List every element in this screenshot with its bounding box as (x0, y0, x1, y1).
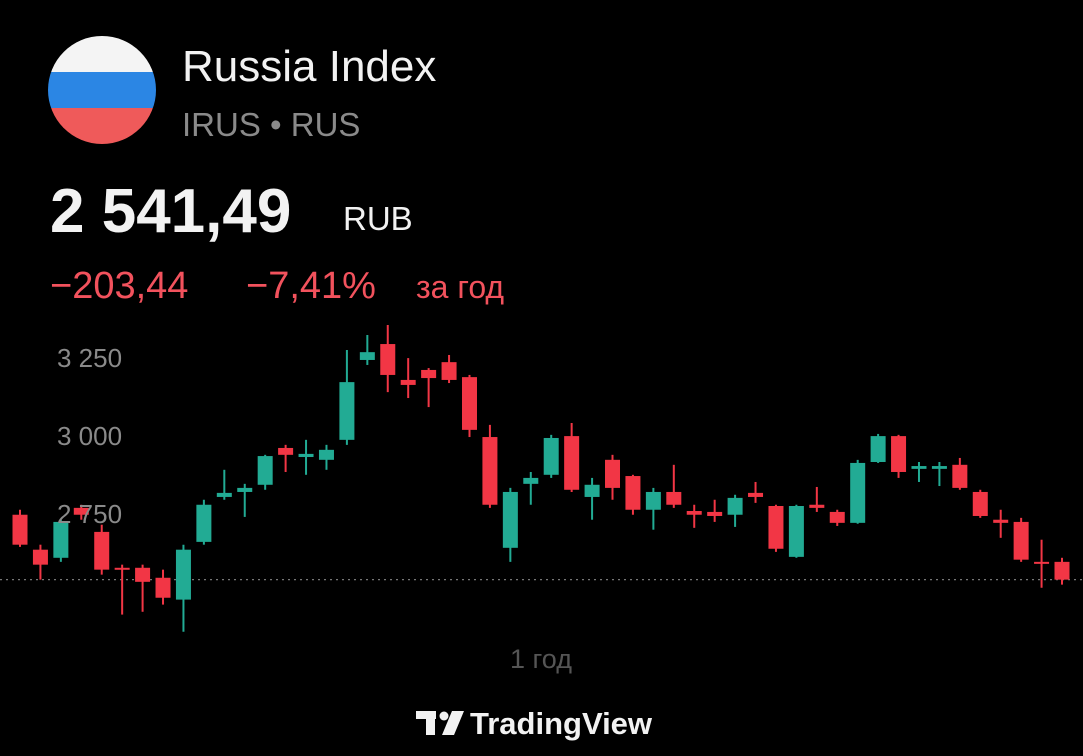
candle-body (748, 492, 764, 497)
candle-body (1054, 561, 1070, 580)
candle-body (829, 511, 845, 523)
candle-body (707, 511, 723, 516)
change-period: за год (416, 269, 504, 305)
candle-body (1034, 561, 1050, 564)
title: Russia Index (182, 42, 436, 91)
y-tick-label: 3 000 (57, 421, 122, 451)
candle-body (891, 436, 907, 472)
candle-body (931, 466, 947, 469)
candle-body (155, 577, 171, 598)
brand-logo (416, 711, 464, 735)
price: 2 541,49 (50, 177, 291, 246)
candle-body (421, 369, 437, 379)
y-tick-label: 3 250 (57, 343, 122, 373)
candle-body (502, 491, 518, 548)
flag (48, 36, 156, 144)
candle-body (175, 549, 191, 600)
candle-body (73, 507, 89, 515)
candle-body (952, 464, 968, 488)
candle-body (605, 459, 621, 488)
candle-body (278, 447, 294, 455)
candle-body (135, 567, 151, 582)
candle-body (94, 531, 110, 570)
candle-body (380, 344, 396, 375)
y-tick-label: 2 750 (57, 499, 122, 529)
candle-body (32, 549, 48, 565)
candle-body (993, 519, 1009, 523)
change-percent: −7,41% (246, 265, 376, 307)
candle-body (625, 476, 641, 510)
candle-body (850, 462, 866, 523)
plot: 3 250 3 000 2 750 (0, 325, 1083, 632)
change-absolute: −203,44 (50, 265, 188, 307)
candle-body (911, 466, 927, 469)
candle-body (972, 491, 988, 516)
candle-body (584, 484, 600, 497)
candle-body (809, 504, 825, 508)
candle-body (318, 449, 334, 460)
brand: TradingView (470, 706, 653, 741)
candle-body (788, 505, 804, 557)
candle-body (870, 436, 886, 463)
candle-body (461, 377, 477, 430)
candle-body (645, 491, 661, 510)
candle-body (543, 437, 559, 475)
period-button[interactable]: 1 год (510, 644, 572, 674)
candle-body (216, 492, 232, 497)
candle-body (53, 521, 69, 558)
candle-body (686, 510, 702, 515)
currency: RUB (343, 200, 413, 237)
candle-body (114, 567, 130, 570)
candle-body (257, 456, 273, 485)
candle-body (400, 379, 416, 385)
candle-body (564, 436, 580, 490)
candle-body (482, 437, 498, 505)
subtitle: IRUS • RUS (182, 106, 360, 143)
candle-body (1013, 521, 1029, 560)
candle-body (359, 352, 375, 360)
candle-body (339, 382, 355, 440)
candle-body (196, 504, 212, 542)
candle-body (298, 453, 314, 458)
candle-body (666, 491, 682, 505)
candle-body (441, 362, 457, 380)
candle-body (523, 477, 539, 484)
candle-body (12, 514, 28, 545)
candle-body (727, 497, 743, 515)
candle-body (768, 505, 784, 549)
candle-body (237, 487, 253, 492)
